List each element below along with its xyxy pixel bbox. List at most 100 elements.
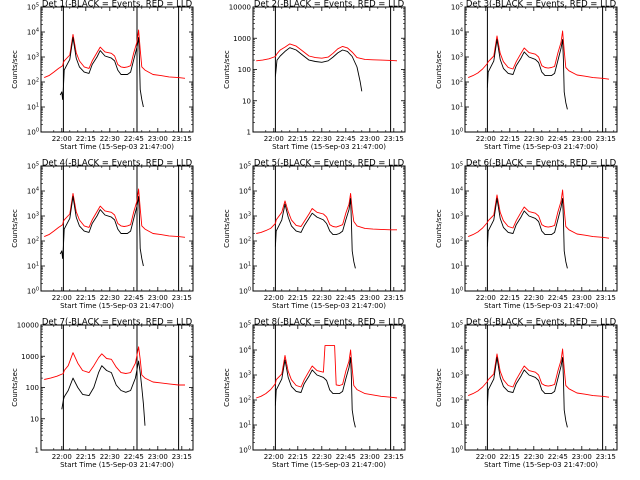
x-tick-label: 22:15 [500, 135, 520, 143]
y-tick-label: 102 [451, 78, 463, 87]
x-tick-label: 23:15 [172, 294, 192, 302]
x-tick-label: 23:00 [148, 135, 168, 143]
series-line-events [486, 357, 568, 428]
y-tick-label: 104 [239, 187, 251, 196]
x-tick-label: 22:30 [312, 135, 332, 143]
y-axis-label: Counts/sec [11, 209, 19, 248]
series-line-events [274, 357, 356, 428]
x-tick-label: 23:00 [148, 294, 168, 302]
y-tick-label: 102 [27, 78, 39, 87]
y-axis-label: Counts/sec [435, 50, 443, 89]
y-tick-label: 100 [239, 287, 251, 296]
series-line-events [61, 360, 146, 426]
x-tick-label: 22:45 [548, 294, 568, 302]
series-line-lld [256, 345, 398, 399]
series-line-events [486, 198, 568, 269]
panel-title: Det 8(-BLACK = Events, RED = LLD [254, 318, 405, 328]
series-line-lld [256, 43, 398, 62]
series-line-events [486, 39, 568, 110]
y-axis-label: Counts/sec [223, 368, 231, 407]
x-tick-label: 22:45 [548, 453, 568, 461]
x-tick-label: 22:00 [264, 453, 284, 461]
series-line-lld [468, 189, 610, 239]
y-tick-label: 101 [239, 262, 251, 271]
x-tick-label: 22:00 [52, 294, 72, 302]
x-tick-label: 22:45 [124, 135, 144, 143]
series-line-lld [44, 188, 186, 238]
series-line-events [274, 47, 363, 92]
x-axis-label: Start Time (15-Sep-03 21:47:00) [484, 143, 598, 151]
y-tick-label: 105 [239, 162, 251, 171]
detector-panel: Det 5(-BLACK = Events, RED = LLD 100 101 10… [223, 159, 406, 310]
x-tick-label: 23:00 [148, 453, 168, 461]
y-tick-label: 1 [35, 447, 39, 455]
y-tick-label: 103 [451, 212, 463, 221]
y-axis-label: Counts/sec [435, 368, 443, 407]
x-tick-label: 22:45 [124, 453, 144, 461]
series-line-lld [468, 30, 610, 80]
plot-frame [40, 165, 194, 292]
y-tick-label: 101 [239, 421, 251, 430]
y-tick-label: 102 [239, 396, 251, 405]
y-tick-label: 10000 [229, 4, 251, 12]
x-tick-label: 22:30 [524, 294, 544, 302]
x-tick-label: 22:45 [336, 135, 356, 143]
detector-panel: Det 9(-BLACK = Events, RED = LLD 100 101 10… [435, 318, 618, 469]
x-tick-label: 23:15 [172, 453, 192, 461]
detector-panel: Det 6(-BLACK = Events, RED = LLD 100 101 10… [435, 159, 618, 310]
x-tick-label: 22:15 [500, 453, 520, 461]
y-tick-label: 104 [239, 346, 251, 355]
x-tick-label: 22:45 [336, 294, 356, 302]
y-axis-label: Counts/sec [11, 368, 19, 407]
x-tick-label: 23:00 [360, 135, 380, 143]
panel-title: Det 9(-BLACK = Events, RED = LLD [466, 318, 617, 328]
x-axis-label: Start Time (15-Sep-03 21:47:00) [272, 302, 386, 310]
x-tick-label: 22:15 [288, 294, 308, 302]
y-tick-label: 1000 [233, 35, 251, 43]
y-tick-label: 1 [247, 129, 251, 137]
y-tick-label: 102 [27, 237, 39, 246]
y-tick-label: 105 [451, 321, 463, 330]
panel-title: Det 1(-BLACK = Events, RED = LLD [42, 0, 193, 10]
y-tick-label: 105 [27, 3, 39, 12]
y-tick-label: 100 [451, 446, 463, 455]
plot-frame [464, 324, 618, 451]
x-tick-label: 22:00 [52, 135, 72, 143]
y-tick-label: 100 [27, 128, 39, 137]
series-line-events [59, 37, 144, 108]
plot-frame [252, 165, 406, 292]
x-tick-label: 22:15 [76, 135, 96, 143]
y-tick-label: 103 [239, 212, 251, 221]
y-axis-label: Counts/sec [435, 209, 443, 248]
y-axis-label: Counts/sec [11, 50, 19, 89]
x-tick-label: 23:00 [360, 453, 380, 461]
x-tick-label: 22:45 [548, 135, 568, 143]
x-tick-label: 22:00 [264, 294, 284, 302]
x-tick-label: 22:15 [76, 294, 96, 302]
y-tick-label: 104 [27, 28, 39, 37]
y-axis-label: Counts/sec [223, 50, 231, 89]
x-tick-label: 22:30 [100, 294, 120, 302]
x-tick-label: 22:45 [336, 453, 356, 461]
x-tick-label: 23:15 [384, 453, 404, 461]
detector-panel: Det 2(-BLACK = Events, RED = LLD 1 10 100 10… [223, 0, 406, 151]
x-tick-label: 22:00 [476, 135, 496, 143]
x-tick-label: 22:00 [476, 294, 496, 302]
panel-title: Det 6(-BLACK = Events, RED = LLD [466, 159, 617, 169]
x-tick-label: 22:15 [288, 135, 308, 143]
plot-frame [40, 6, 194, 133]
y-tick-label: 103 [239, 371, 251, 380]
x-axis-label: Start Time (15-Sep-03 21:47:00) [60, 461, 174, 469]
x-tick-label: 22:00 [264, 135, 284, 143]
series-line-lld [44, 346, 185, 386]
x-axis-label: Start Time (15-Sep-03 21:47:00) [484, 302, 598, 310]
y-tick-label: 1000 [21, 353, 39, 361]
detector-panel: Det 3(-BLACK = Events, RED = LLD 100 101 10… [435, 0, 618, 151]
x-tick-label: 23:15 [384, 294, 404, 302]
x-tick-label: 23:15 [172, 135, 192, 143]
series-line-events [274, 198, 356, 269]
x-tick-label: 22:30 [524, 135, 544, 143]
x-tick-label: 22:00 [476, 453, 496, 461]
y-tick-label: 10 [242, 97, 251, 105]
y-tick-label: 101 [451, 421, 463, 430]
